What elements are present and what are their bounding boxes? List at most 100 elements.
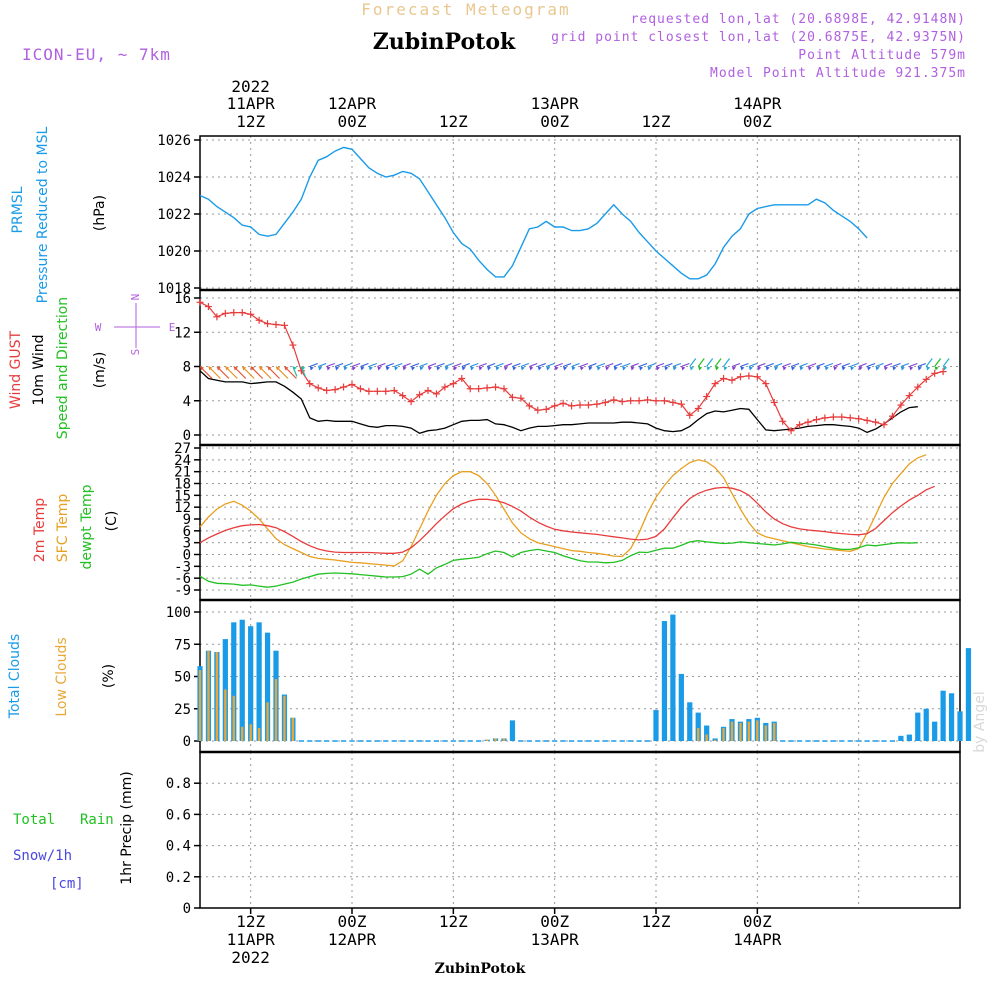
gust-marker [610, 396, 618, 404]
wind-arrow-head [917, 366, 922, 371]
gust-marker [407, 398, 415, 406]
wind-arrow [571, 362, 580, 371]
wind-arrow-head [723, 366, 728, 371]
cloud-total-bar [712, 738, 718, 741]
cloud-total-bar [670, 614, 676, 741]
wind-arrow-shaft [326, 362, 335, 368]
wind-arrow-shaft [351, 362, 361, 368]
wind-arrow [436, 362, 445, 371]
cloud-low-bar [705, 734, 708, 741]
wind-arrow-head [732, 366, 736, 371]
gust-marker [221, 309, 229, 317]
y-tick-label: 0.4 [166, 839, 191, 855]
wind-arrow-head [900, 366, 905, 371]
wind-arrow-shaft [866, 362, 876, 368]
gust-marker [872, 418, 880, 426]
wind-arrow-shaft [638, 362, 648, 368]
wind-arrow-head [563, 366, 568, 371]
wind-arrow-head [292, 366, 297, 371]
cloud-low-bar [291, 717, 295, 741]
gust-marker [745, 372, 753, 380]
bottom-time-label: 12Z [236, 912, 265, 931]
wind-arrow-head [546, 366, 551, 371]
wind-arrow [292, 366, 298, 377]
wind-arrow [664, 362, 673, 371]
wind-arrow-shaft [655, 362, 665, 368]
cloud-low-bar [249, 724, 252, 741]
gust-marker [897, 401, 905, 409]
wind-arrow-shaft [714, 358, 722, 367]
wind-arrow-head [765, 366, 770, 371]
wind-arrow-shaft [765, 362, 774, 368]
cloud-total-bar [940, 690, 946, 741]
wind-arrow-shaft [385, 362, 394, 368]
wind-arrow [883, 362, 893, 371]
y-tick-label: 1018 [157, 281, 191, 297]
wind-arrow-shaft [470, 362, 479, 368]
wind-arrow [224, 366, 238, 379]
bottom-time-label: 12Z [642, 912, 671, 931]
bottom-time-label: 13APR [531, 930, 580, 949]
wind-arrow-head [487, 366, 492, 371]
wind-arrow-shaft [461, 362, 470, 368]
wind-arrow [546, 362, 555, 371]
wind-arrow-shaft [782, 362, 791, 368]
wind-arrow [833, 362, 842, 371]
gust-marker [635, 397, 643, 405]
wind-arrow-shaft [394, 362, 403, 368]
wind-arrow-shaft [917, 362, 926, 368]
wind-arrow [925, 358, 933, 371]
gust-marker [365, 387, 373, 395]
gust-marker [863, 416, 871, 424]
ylabel-precip: 1hr Precip (mm) [119, 771, 135, 884]
wind-arrow [537, 362, 546, 371]
ylabel-ms: (m/s) [92, 352, 108, 389]
gust-marker [931, 369, 939, 377]
bottom-time-label: 11APR [227, 930, 276, 949]
wind-arrow-head [326, 366, 331, 371]
wind-arrow-shaft [512, 362, 521, 368]
gust-marker [508, 393, 516, 401]
gust-marker [534, 406, 542, 414]
wind-arrow-head [335, 366, 340, 371]
gust-marker [812, 416, 820, 424]
gust-marker [762, 380, 770, 388]
wind-arrow-head [858, 366, 863, 371]
wind-arrow-head [799, 366, 804, 371]
panel-frame [199, 135, 961, 291]
wind-arrow [875, 362, 884, 371]
wind-arrow-head [377, 366, 382, 371]
y-tick-label: 21 [174, 465, 191, 481]
wind-line [199, 370, 918, 435]
cloud-total-bar [695, 712, 701, 741]
gust-marker [660, 397, 668, 405]
panels: 101810201022102410260481216-9-6-30369121… [7, 126, 972, 917]
gust-marker [584, 401, 592, 409]
gust-marker [551, 402, 559, 410]
gust-marker [736, 373, 744, 381]
y-tick-label: 0 [183, 734, 191, 750]
wind-arrow-shaft [630, 362, 639, 368]
wind-arrow [942, 358, 950, 371]
cloud-total-bar [965, 648, 972, 741]
wind-arrow-head [740, 366, 745, 371]
wind-arrow-shaft [689, 358, 697, 367]
ylabel-speed-dir: Speed and Direction [55, 297, 71, 439]
wind-arrow [385, 362, 394, 371]
wind-arrow-shaft [833, 362, 842, 368]
gust-marker [855, 415, 863, 423]
wind-arrow [689, 358, 697, 371]
y-tick-label: 12 [174, 325, 191, 341]
y-tick-label: 18 [174, 477, 191, 493]
cloud-low-bar [241, 726, 244, 741]
wind-arrow [723, 358, 731, 371]
cloud-low-bar [257, 728, 261, 741]
wind-arrow-shaft [875, 362, 884, 368]
gust-marker [601, 398, 609, 406]
wind-arrow [757, 362, 766, 371]
gust-marker [255, 316, 263, 324]
y-tick-label: 6 [183, 524, 191, 540]
gust-marker [652, 397, 660, 405]
wind-arrow-shaft [318, 362, 327, 368]
wind-arrow-head [672, 366, 677, 371]
